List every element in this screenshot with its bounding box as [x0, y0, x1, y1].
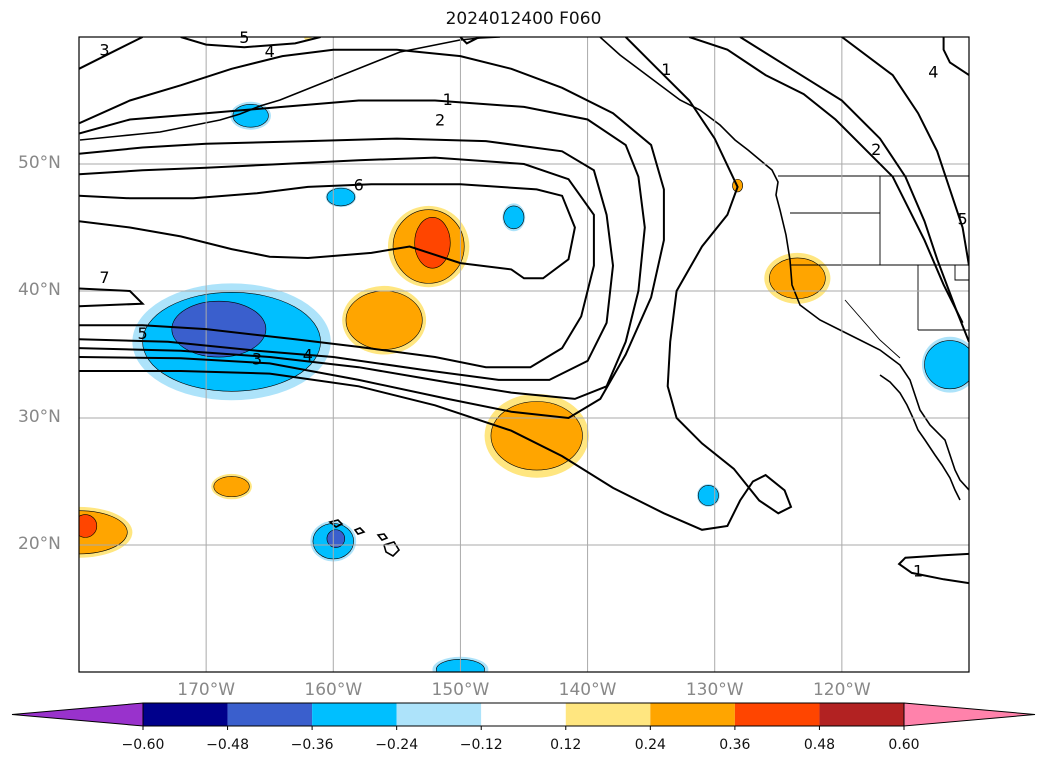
- contour-line-0: [79, 287, 145, 308]
- contour-label-2: 6: [354, 175, 364, 194]
- contour-label-3: 7: [99, 268, 109, 287]
- contour-line-11: [897, 552, 969, 585]
- contour-line-1: [79, 183, 576, 280]
- contour-line-5: [79, 48, 665, 420]
- colorbar-bin-4: [396, 703, 482, 726]
- shading-region-30: [924, 340, 969, 390]
- colorbar-tick-label-9: 0.60: [888, 737, 920, 753]
- contour-label-7: 1: [661, 60, 671, 79]
- shading-region-14: [213, 476, 250, 498]
- contour-label-1: 2: [435, 111, 445, 130]
- lat-label-2: 30°N: [18, 407, 61, 427]
- contour-label-13: 4: [928, 62, 938, 81]
- contour-line-13: [79, 37, 144, 70]
- colorbar-frame: [142, 702, 905, 727]
- contour-line-8: [739, 37, 969, 343]
- contour-line-2: [79, 156, 595, 369]
- lat-label-1: 40°N: [18, 280, 61, 300]
- lon-label-5: 120°W: [812, 680, 871, 700]
- shading-region-9: [490, 401, 583, 471]
- contour-line-7: [688, 37, 964, 324]
- map-frame: [78, 36, 970, 673]
- north-america-coastline: [599, 37, 969, 491]
- colorbar-tick-label-3: −0.24: [375, 737, 419, 753]
- hawaii-islands: [328, 519, 401, 557]
- page-title: 2024012400 F060: [445, 9, 602, 29]
- colorbar-tick-label-8: 0.48: [803, 737, 836, 753]
- colorbar-under-arrow: [11, 702, 144, 727]
- shading-region-26: [503, 205, 525, 230]
- colorbar-bin-7: [650, 703, 735, 726]
- colorbar-tick-label-2: −0.36: [290, 737, 334, 753]
- colorbar-bin-2: [227, 703, 313, 726]
- shading-region-7: [345, 290, 423, 350]
- colorbar-bin-8: [734, 703, 820, 726]
- lon-label-3: 140°W: [558, 680, 617, 700]
- contour-label-0: 1: [443, 90, 453, 109]
- colorbar-over-arrow: [903, 702, 1036, 727]
- shading-region-16: [769, 257, 826, 299]
- colorbar-bin-5: [481, 703, 566, 726]
- colorbar-bin-3: [312, 703, 397, 726]
- colorbar-tick-label-5: 0.12: [550, 737, 582, 753]
- contour-line-10: [942, 37, 969, 76]
- colorbar-tick-label-1: −0.48: [206, 737, 249, 753]
- colorbar-tick-label-6: 0.24: [634, 737, 666, 753]
- lon-label-4: 130°W: [685, 680, 744, 700]
- colorbar-tick-label-4: −0.12: [459, 737, 503, 753]
- state-border-layer: [778, 175, 969, 359]
- colorbar-tick-label-7: 0.36: [719, 737, 751, 753]
- contour-line-12: [180, 37, 321, 49]
- contour-label-10: 4: [265, 42, 275, 61]
- colorbar-bin-9: [819, 703, 904, 726]
- lat-label-3: 20°N: [18, 534, 61, 554]
- colorbar-bin-1: [143, 703, 228, 726]
- contour-label-6: 4: [303, 346, 313, 365]
- baja-coastline: [879, 374, 961, 501]
- contour-line-9: [841, 37, 969, 266]
- colorbar-bin-6: [565, 703, 651, 726]
- contour-label-4: 5: [137, 324, 147, 343]
- coastline-layer: [79, 37, 969, 557]
- shading-region-2: [171, 300, 267, 358]
- contour-label-9: 3: [99, 41, 109, 60]
- contour-label-5: 3: [252, 349, 262, 368]
- colorbar: [11, 702, 1036, 730]
- shading-region-24: [326, 187, 356, 207]
- contour-label-12: 1: [913, 561, 923, 580]
- lon-label-0: 170°W: [177, 680, 236, 700]
- contour-line-14: [459, 37, 480, 45]
- contour-line-6: [79, 37, 793, 531]
- contour-line-4: [79, 99, 646, 400]
- lon-label-1: 160°W: [304, 680, 363, 700]
- shading-region-28: [697, 485, 719, 506]
- shading-region-5: [414, 217, 451, 269]
- alaska-coastline: [79, 37, 501, 141]
- contour-label-8: 2: [871, 140, 881, 159]
- colorbar-tick-label-0: −0.60: [121, 737, 165, 753]
- state-borders: [790, 176, 969, 359]
- shading-region-12: [79, 514, 98, 538]
- contour-layer: [79, 37, 969, 585]
- contour-line-3: [79, 137, 615, 381]
- lat-label-0: 50°N: [18, 153, 61, 173]
- lon-label-2: 150°W: [431, 680, 490, 700]
- shading-region-20: [326, 529, 346, 548]
- contour-label-14: 5: [958, 210, 968, 229]
